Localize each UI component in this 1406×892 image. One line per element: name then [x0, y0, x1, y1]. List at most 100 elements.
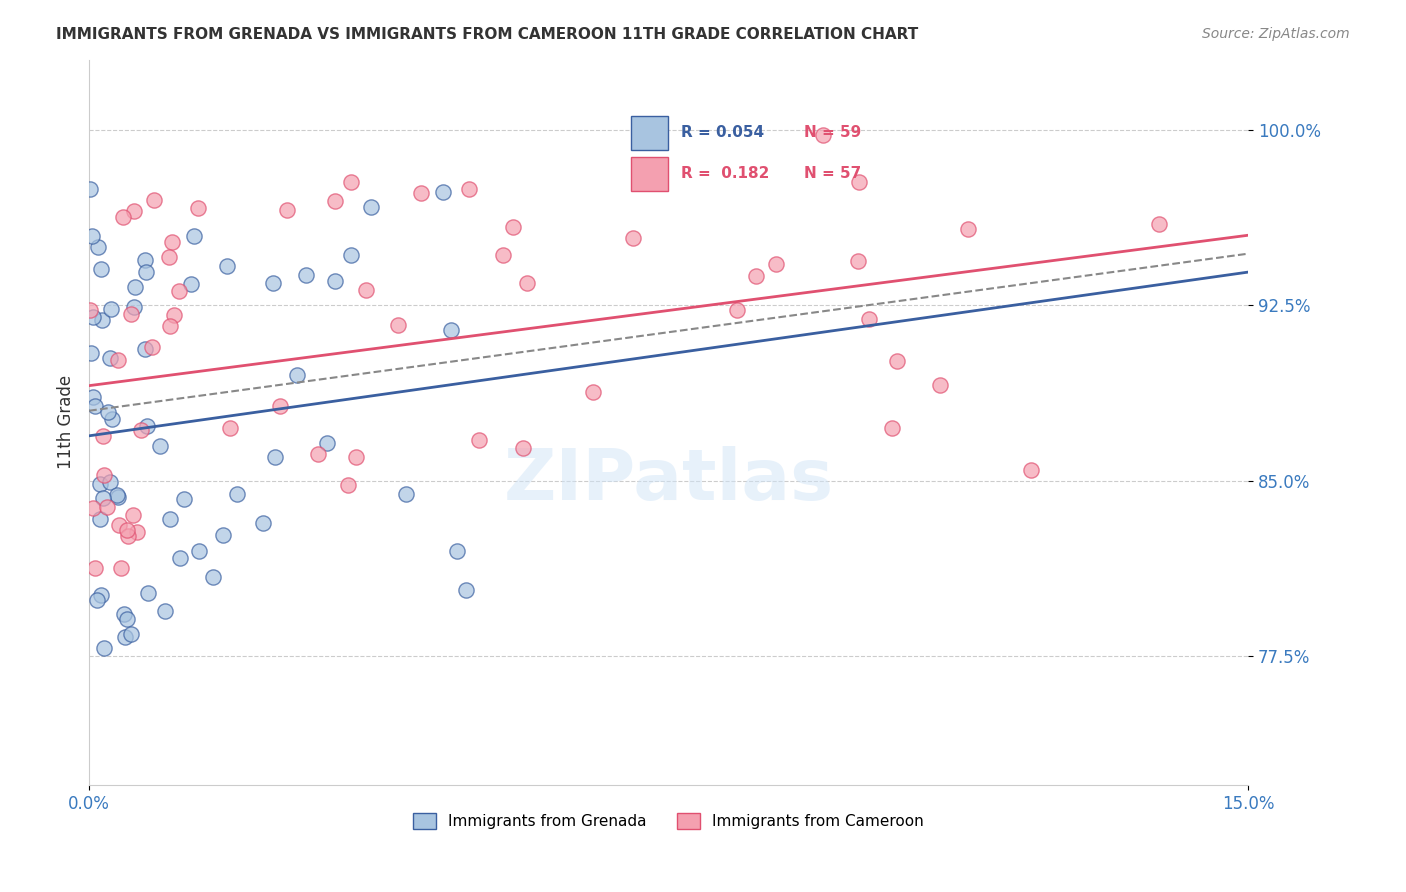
- Text: R =  0.182: R = 0.182: [681, 167, 769, 181]
- Point: [212, 528, 235, 542]
- Point: [512, 442, 534, 456]
- Point: [432, 186, 454, 200]
- Point: [340, 248, 363, 262]
- Point: [107, 352, 129, 367]
- Point: [80, 229, 103, 244]
- Point: [82, 500, 104, 515]
- Point: [93, 468, 115, 483]
- Point: [858, 311, 880, 326]
- Point: [163, 308, 186, 322]
- Point: [97, 405, 120, 419]
- Point: [252, 516, 274, 530]
- Point: [880, 421, 903, 435]
- Point: [160, 235, 183, 249]
- Point: [159, 512, 181, 526]
- Point: [112, 607, 135, 622]
- Point: [623, 231, 645, 245]
- Point: [307, 447, 329, 461]
- Point: [745, 268, 768, 283]
- Point: [440, 323, 463, 337]
- Point: [84, 400, 107, 414]
- Point: [120, 307, 142, 321]
- Point: [124, 280, 146, 294]
- Point: [100, 351, 122, 366]
- Point: [84, 561, 107, 575]
- Point: [765, 257, 787, 271]
- Point: [725, 302, 748, 317]
- Point: [91, 429, 114, 443]
- Point: [1147, 217, 1170, 231]
- Point: [169, 550, 191, 565]
- Point: [125, 525, 148, 540]
- Point: [90, 312, 112, 326]
- Point: [98, 475, 121, 490]
- Point: [149, 440, 172, 454]
- Point: [157, 250, 180, 264]
- Y-axis label: 11th Grade: 11th Grade: [58, 376, 75, 469]
- Text: N = 59: N = 59: [804, 126, 862, 140]
- Point: [360, 201, 382, 215]
- Text: IMMIGRANTS FROM GRENADA VS IMMIGRANTS FROM CAMEROON 11TH GRADE CORRELATION CHART: IMMIGRANTS FROM GRENADA VS IMMIGRANTS FR…: [56, 27, 918, 42]
- Point: [183, 229, 205, 244]
- Point: [516, 276, 538, 290]
- Point: [136, 586, 159, 600]
- Point: [96, 500, 118, 515]
- Point: [111, 211, 134, 225]
- Point: [354, 283, 377, 297]
- Point: [115, 523, 138, 537]
- Point: [142, 193, 165, 207]
- Point: [202, 570, 225, 584]
- Point: [89, 512, 111, 526]
- Point: [114, 630, 136, 644]
- Point: [90, 261, 112, 276]
- Point: [582, 384, 605, 399]
- Point: [323, 274, 346, 288]
- Point: [276, 202, 298, 217]
- Point: [87, 240, 110, 254]
- Point: [135, 419, 157, 434]
- Point: [458, 182, 481, 196]
- Point: [180, 277, 202, 291]
- Point: [395, 487, 418, 501]
- Point: [108, 518, 131, 533]
- Point: [491, 248, 513, 262]
- Point: [188, 544, 211, 558]
- Point: [218, 421, 240, 435]
- Point: [135, 265, 157, 279]
- Point: [86, 593, 108, 607]
- Point: [886, 353, 908, 368]
- Point: [336, 478, 359, 492]
- Point: [131, 423, 153, 437]
- Point: [316, 436, 339, 450]
- Point: [846, 254, 869, 268]
- Point: [79, 182, 101, 196]
- Point: [344, 450, 367, 464]
- Point: [468, 433, 491, 447]
- Point: [173, 492, 195, 507]
- Point: [122, 508, 145, 522]
- Point: [117, 529, 139, 543]
- Point: [1019, 463, 1042, 477]
- Point: [93, 640, 115, 655]
- Point: [294, 268, 316, 283]
- Legend: Immigrants from Grenada, Immigrants from Cameroon: Immigrants from Grenada, Immigrants from…: [406, 807, 931, 836]
- Point: [80, 346, 103, 360]
- Point: [167, 285, 190, 299]
- Bar: [631, 116, 668, 150]
- Point: [100, 411, 122, 425]
- Point: [124, 204, 146, 219]
- Point: [287, 368, 309, 382]
- Point: [848, 175, 870, 189]
- Point: [90, 588, 112, 602]
- Text: N = 57: N = 57: [804, 167, 862, 181]
- Point: [82, 390, 104, 404]
- Point: [262, 276, 284, 290]
- Point: [91, 491, 114, 506]
- Point: [215, 259, 238, 273]
- Point: [340, 175, 363, 189]
- Point: [159, 318, 181, 333]
- Point: [928, 377, 950, 392]
- Point: [115, 612, 138, 626]
- Point: [89, 476, 111, 491]
- Point: [409, 186, 432, 200]
